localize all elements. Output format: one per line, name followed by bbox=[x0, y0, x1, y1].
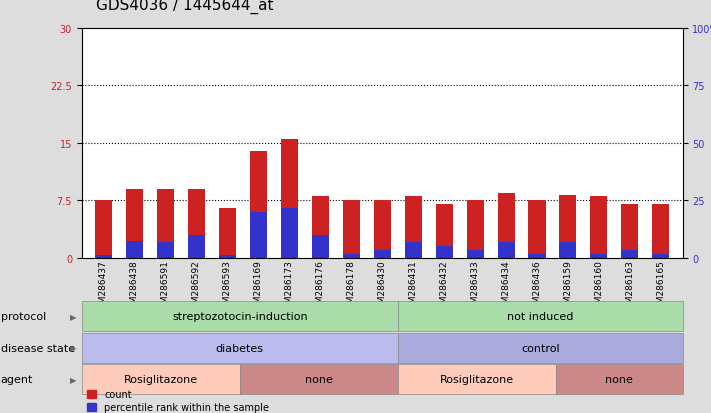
Bar bbox=[250, 151, 267, 258]
Bar bbox=[621, 250, 638, 258]
Bar bbox=[560, 243, 577, 258]
Bar bbox=[405, 197, 422, 258]
Bar bbox=[343, 254, 360, 258]
Text: control: control bbox=[521, 343, 560, 353]
Bar bbox=[157, 189, 174, 258]
Text: Rosiglitazone: Rosiglitazone bbox=[124, 374, 198, 385]
Text: GDS4036 / 1445644_at: GDS4036 / 1445644_at bbox=[96, 0, 274, 14]
Bar bbox=[560, 195, 577, 258]
Bar bbox=[281, 209, 298, 258]
Bar bbox=[621, 205, 638, 258]
Bar bbox=[374, 201, 390, 258]
Bar bbox=[590, 197, 607, 258]
Text: none: none bbox=[305, 374, 333, 385]
Text: disease state: disease state bbox=[1, 343, 75, 353]
Bar bbox=[95, 201, 112, 258]
Legend: count, percentile rank within the sample: count, percentile rank within the sample bbox=[87, 389, 269, 412]
Text: Rosiglitazone: Rosiglitazone bbox=[440, 374, 514, 385]
Text: not induced: not induced bbox=[507, 311, 574, 322]
Bar bbox=[343, 201, 360, 258]
Bar bbox=[466, 201, 483, 258]
Bar bbox=[498, 243, 515, 258]
Bar bbox=[219, 209, 236, 258]
Bar bbox=[188, 235, 205, 258]
Text: ▶: ▶ bbox=[70, 344, 76, 352]
Bar bbox=[466, 250, 483, 258]
Bar bbox=[436, 247, 453, 258]
Text: ▶: ▶ bbox=[70, 375, 76, 384]
Bar bbox=[653, 254, 669, 258]
Bar bbox=[374, 250, 390, 258]
Bar bbox=[157, 243, 174, 258]
Bar bbox=[498, 193, 515, 258]
Text: none: none bbox=[605, 374, 634, 385]
Bar bbox=[188, 189, 205, 258]
Text: ▶: ▶ bbox=[70, 312, 76, 321]
Bar bbox=[590, 254, 607, 258]
Text: protocol: protocol bbox=[1, 311, 46, 322]
Bar bbox=[126, 189, 143, 258]
Bar bbox=[311, 235, 328, 258]
Bar bbox=[219, 256, 236, 258]
Bar bbox=[281, 140, 298, 258]
Bar bbox=[250, 212, 267, 258]
Bar bbox=[95, 256, 112, 258]
Bar bbox=[436, 205, 453, 258]
Text: streptozotocin-induction: streptozotocin-induction bbox=[172, 311, 308, 322]
Bar bbox=[528, 254, 545, 258]
Bar bbox=[653, 205, 669, 258]
Bar bbox=[405, 243, 422, 258]
Bar bbox=[126, 241, 143, 258]
Text: agent: agent bbox=[1, 374, 33, 385]
Bar bbox=[311, 197, 328, 258]
Text: diabetes: diabetes bbox=[216, 343, 264, 353]
Bar bbox=[528, 201, 545, 258]
